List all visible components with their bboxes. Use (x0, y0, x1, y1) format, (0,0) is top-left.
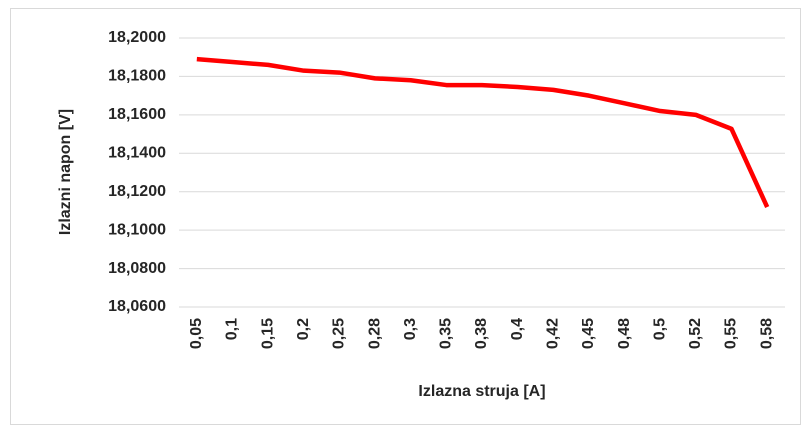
data-line (196, 56, 770, 209)
x-tick-label: 0,42 (545, 318, 562, 349)
y-tick-label: 18,0600 (108, 298, 166, 315)
x-tick-label: 0,15 (259, 318, 276, 349)
x-tick-label: 0,52 (687, 318, 704, 349)
x-axis-title: Izlazna struja [A] (418, 383, 545, 400)
y-tick-label: 18,2000 (108, 29, 166, 46)
x-tick-label: 0,2 (295, 318, 312, 340)
x-tick-label: 0,1 (224, 318, 241, 340)
x-tick-label: 0,25 (331, 318, 348, 349)
y-tick-label: 18,1800 (108, 68, 166, 85)
y-axis-title: Izlazni napon [V] (57, 109, 74, 235)
y-tick-label: 18,1400 (108, 145, 166, 162)
x-tick-label: 0,4 (509, 318, 526, 340)
x-tick-label: 0,48 (616, 318, 633, 349)
y-tick-label: 18,1600 (108, 106, 166, 123)
x-tick-label: 0,05 (188, 318, 205, 349)
x-tick-label: 0,5 (651, 318, 668, 340)
x-tick-label: 0,35 (438, 318, 455, 349)
x-tick-label: 0,3 (402, 318, 419, 340)
x-tick-label: 0,55 (723, 318, 740, 349)
y-tick-label: 18,1000 (108, 221, 166, 238)
x-tick-label: 0,38 (473, 318, 490, 349)
y-tick-label: 18,1200 (108, 183, 166, 200)
x-tick-label: 0,45 (580, 318, 597, 349)
y-tick-label: 18,0800 (108, 260, 166, 277)
x-tick-label: 0,28 (366, 318, 383, 349)
x-tick-label: 0,58 (758, 318, 775, 349)
